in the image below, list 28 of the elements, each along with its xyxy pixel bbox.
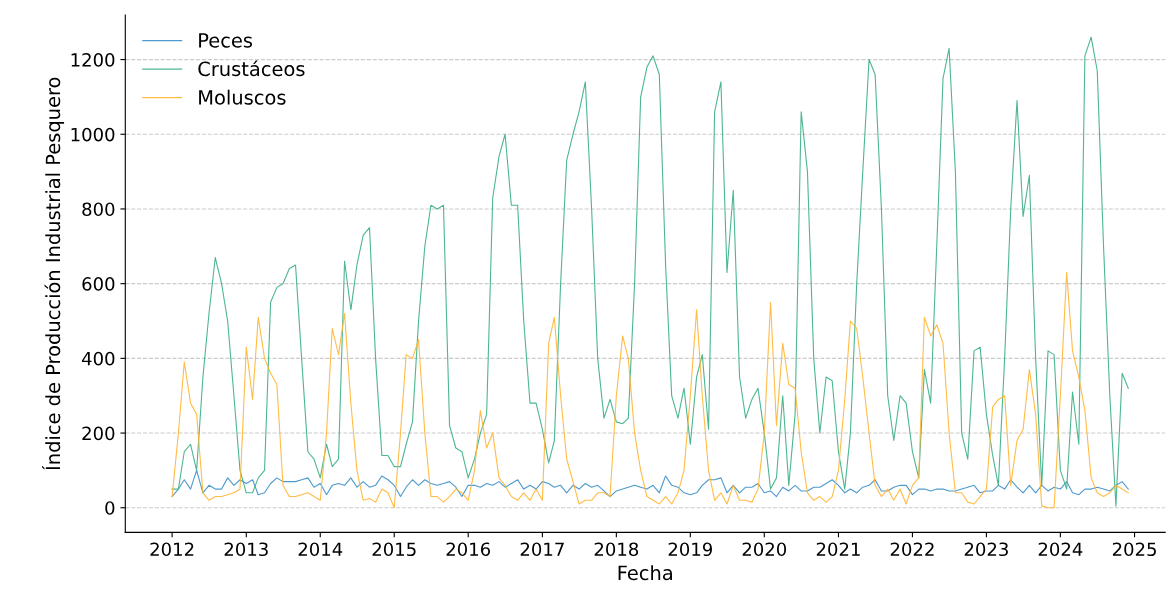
x-tick-label: 2019 (668, 542, 713, 557)
y-tick-label: 1000 (71, 127, 115, 142)
x-axis-title: Fecha (618, 565, 672, 581)
x-tick-label: 2015 (372, 542, 416, 557)
x-tick-label: 2025 (1112, 542, 1156, 557)
x-tick-label: 2014 (298, 542, 343, 557)
x-tick-label: 2012 (150, 542, 194, 557)
x-tick-label: 2021 (816, 542, 860, 557)
line-series (171, 469, 1129, 498)
x-tick-label: 2013 (224, 542, 268, 557)
x-tick-label: 2017 (520, 542, 564, 557)
legend-label: Crustáceos (198, 60, 305, 77)
x-tick-label: 2018 (594, 542, 639, 557)
x-tick-label: 2016 (446, 542, 491, 557)
y-tick-label: 400 (81, 351, 115, 366)
y-tick-label: 800 (82, 202, 115, 217)
x-tick-label: 2022 (890, 542, 934, 557)
line-series (171, 271, 1129, 509)
legend-label: Peces (199, 33, 253, 48)
x-tick-label: 2020 (742, 542, 787, 557)
y-tick-label: 1200 (71, 53, 115, 67)
x-tick-label: 2023 (964, 542, 1008, 557)
x-tick-label: 2024 (1038, 542, 1083, 557)
y-tick-label: 600 (82, 277, 115, 291)
y-axis-title: Índice de Producción Industrial Pesquero (42, 77, 65, 470)
legend-label: Moluscos (199, 89, 286, 105)
y-tick-label: 200 (82, 426, 115, 441)
y-tick-label: 0 (105, 501, 115, 515)
